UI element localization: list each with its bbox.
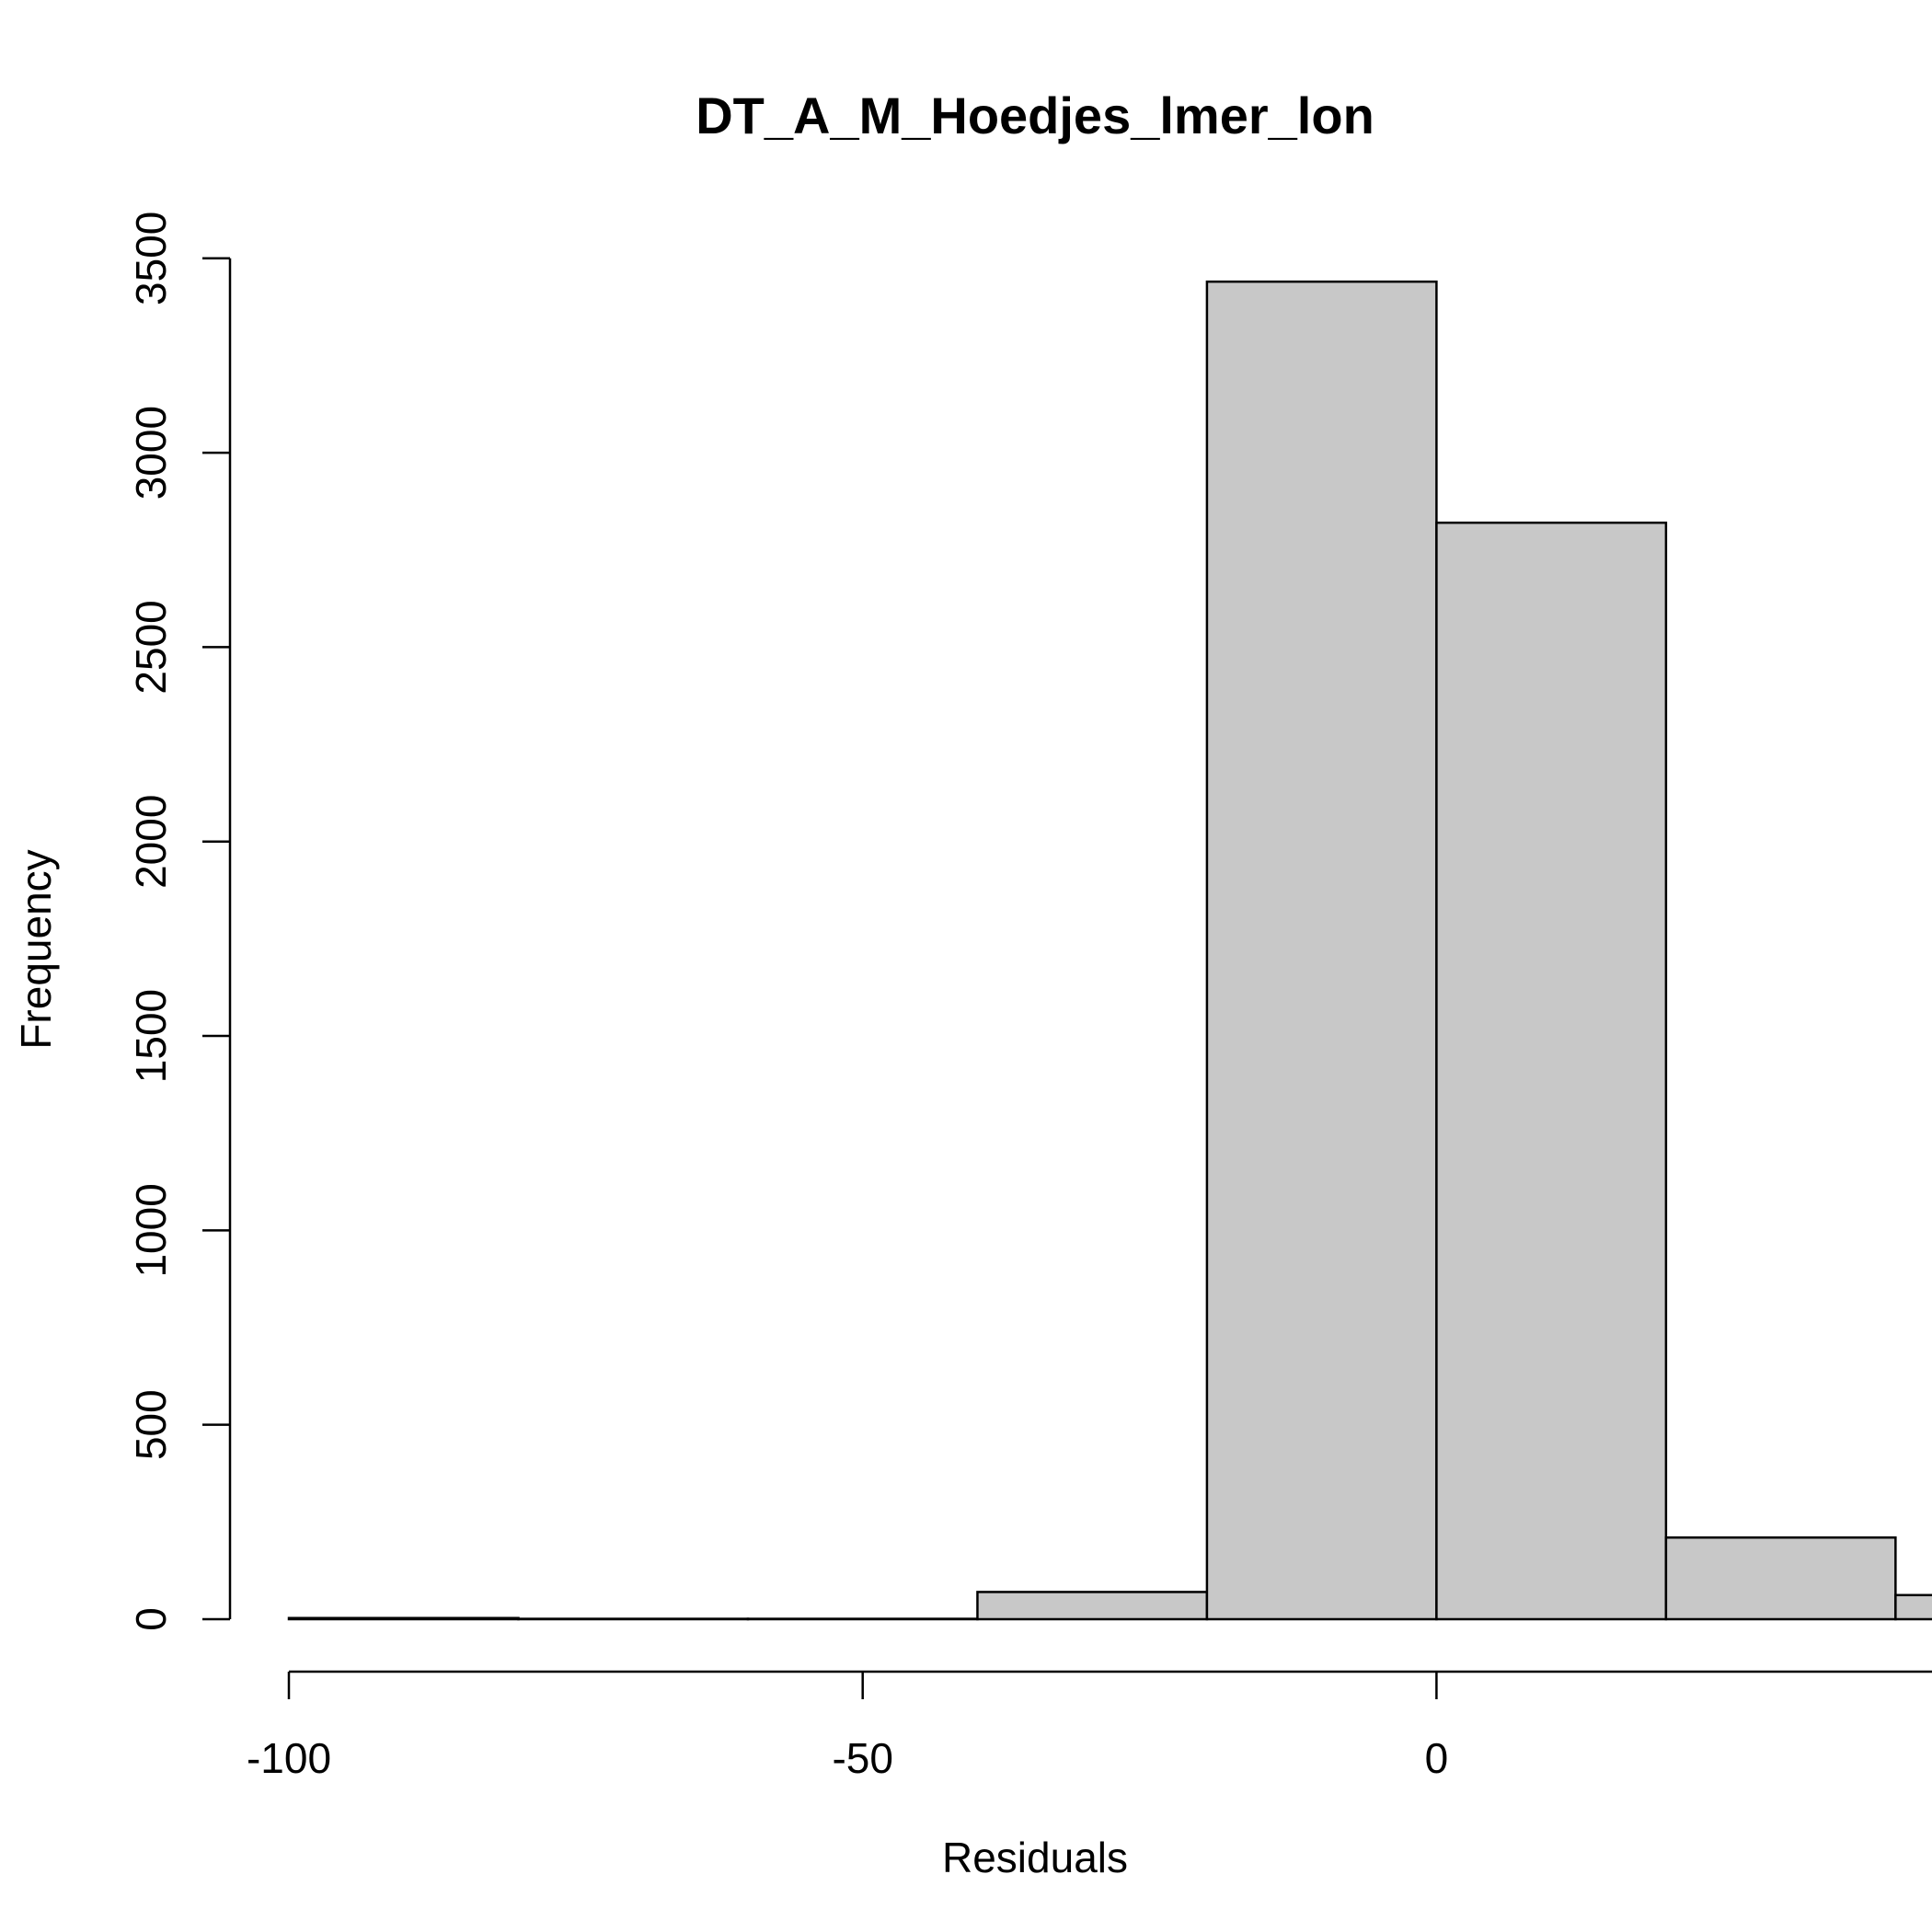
chart-title: DT_A_M_Hoedjes_lmer_lon (696, 86, 1374, 144)
histogram-bar-3 (976, 1591, 1209, 1621)
histogram-bar-6 (1664, 1535, 1897, 1621)
y-tick-label-4: 2000 (127, 795, 175, 889)
x-axis-label: Residuals (942, 1834, 1128, 1881)
x-tick-label-1: -50 (832, 1734, 892, 1782)
y-axis: 0 500 1000 1500 2000 2500 3000 3500 (127, 212, 232, 1631)
bars-group (287, 280, 1932, 1621)
x-tick-label-2: 0 (1425, 1734, 1449, 1782)
histogram-bar-7 (1894, 1593, 1932, 1621)
histogram-bar-5 (1435, 521, 1668, 1621)
x-axis: -100-50050100150 (247, 1670, 1932, 1782)
histogram-bar-4 (1205, 280, 1438, 1621)
y-tick-label-0: 0 (127, 1607, 175, 1631)
y-tick-label-1: 500 (127, 1389, 175, 1460)
y-tick-label-5: 2500 (127, 600, 175, 694)
y-tick-label-7: 3500 (127, 212, 175, 305)
y-tick-label-2: 1000 (127, 1183, 175, 1277)
y-axis-label: Frequency (12, 849, 60, 1049)
x-tick-label-0: -100 (247, 1734, 331, 1782)
y-tick-label-6: 3000 (127, 406, 175, 500)
y-tick-label-3: 1500 (127, 989, 175, 1083)
histogram-bar-0 (287, 1616, 520, 1621)
